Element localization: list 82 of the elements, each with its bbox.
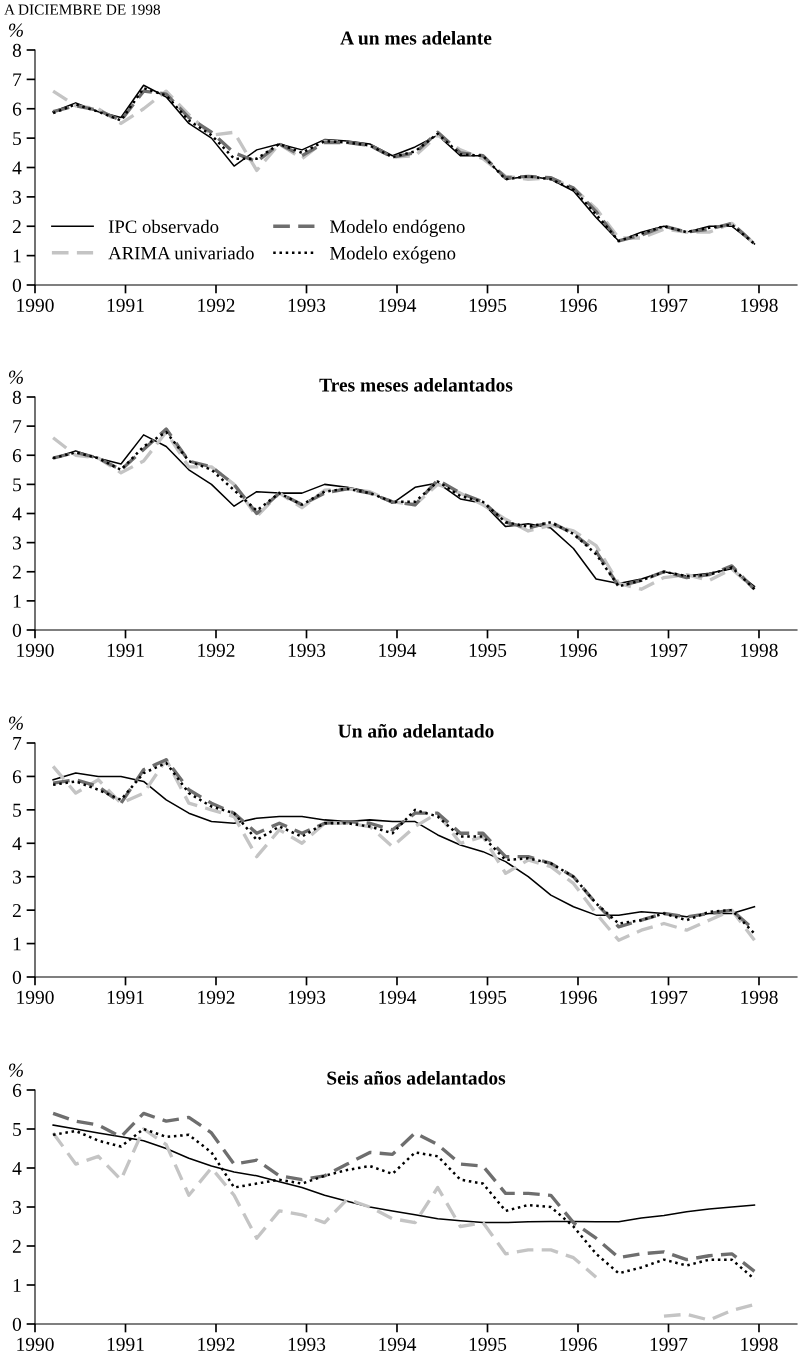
y-tick-label: 0 xyxy=(12,1317,22,1331)
x-tick-label: 1990 xyxy=(17,643,54,657)
text: A DICIEMBRE DE 1998 xyxy=(4,4,161,15)
y-tick-label: 0 xyxy=(12,970,22,984)
x-tick-label: 1995 xyxy=(469,990,507,1004)
x-tick-label: 1992 xyxy=(198,298,235,312)
y-axis-title: % xyxy=(8,23,23,37)
x-tick-label: 1993 xyxy=(288,643,326,657)
x-tick-label: 1997 xyxy=(650,1337,688,1351)
x-tick-label: 1997 xyxy=(650,643,688,657)
y-tick-label: 2 xyxy=(12,1239,21,1253)
y-tick-label: 5 xyxy=(13,1123,22,1136)
y-tick-label: 5 xyxy=(13,478,22,492)
x-tick-label: 1993 xyxy=(288,1337,326,1351)
y-tick-label: 3 xyxy=(13,870,22,884)
y-tick-label: 1 xyxy=(13,594,21,608)
x-tick-label: 1992 xyxy=(198,990,235,1004)
y-axis-title: % xyxy=(8,370,23,384)
x-tick-label: 1996 xyxy=(560,643,597,657)
y-tick-label: 2 xyxy=(12,565,21,579)
y-tick-label: 6 xyxy=(12,449,22,463)
x-tick-label: 1996 xyxy=(560,298,597,312)
y-tick-label: 4 xyxy=(12,161,22,175)
x-tick-label: 1995 xyxy=(469,298,507,312)
x-tick-label: 1991 xyxy=(107,298,144,312)
y-tick-label: 8 xyxy=(12,390,22,404)
x-tick-label: 1990 xyxy=(17,990,54,1004)
y-tick-label: 1 xyxy=(13,249,21,263)
y-tick-label: 6 xyxy=(12,770,22,784)
chart-title: Tres meses adelantados xyxy=(319,377,513,392)
x-tick-label: 1997 xyxy=(650,298,688,312)
y-tick-label: 1 xyxy=(13,937,21,951)
y-tick-label: 2 xyxy=(12,904,21,917)
x-tick-label: 1991 xyxy=(107,990,144,1004)
y-axis-title: % xyxy=(8,1063,23,1077)
x-tick-label: 1998 xyxy=(741,1337,778,1351)
y-tick-label: 4 xyxy=(12,1161,22,1175)
x-tick-label: 1998 xyxy=(741,990,778,1004)
x-tick-label: 1996 xyxy=(560,1337,597,1351)
x-tick-label: 1991 xyxy=(107,1337,144,1351)
y-tick-label: 3 xyxy=(13,190,22,204)
y-axis-title: % xyxy=(8,716,23,730)
x-tick-label: 1990 xyxy=(17,1337,54,1351)
legend-label: ARIMA univariado xyxy=(108,246,254,260)
y-tick-label: 5 xyxy=(13,803,22,817)
x-tick-label: 1998 xyxy=(741,298,778,312)
x-tick-label: 1994 xyxy=(379,298,417,312)
legend-label: Modelo exógeno xyxy=(330,246,456,264)
y-tick-label: 4 xyxy=(12,507,22,521)
legend-label: IPC observado xyxy=(108,219,219,234)
x-tick-label: 1993 xyxy=(288,298,326,312)
x-tick-label: 1995 xyxy=(469,1337,507,1351)
chart-title: Seis años adelantados xyxy=(327,1070,506,1085)
chart-title: A un mes adelante xyxy=(340,30,492,45)
legend-label: Modelo endógeno xyxy=(330,219,465,237)
y-tick-label: 6 xyxy=(12,102,22,116)
y-tick-label: 5 xyxy=(13,132,22,146)
x-tick-label: 1990 xyxy=(17,298,54,312)
x-tick-label: 1994 xyxy=(379,643,417,657)
y-tick-label: 3 xyxy=(13,536,22,550)
x-tick-label: 1992 xyxy=(198,643,235,657)
y-tick-label: 2 xyxy=(12,220,21,233)
y-tick-label: 7 xyxy=(13,737,22,750)
y-tick-label: 4 xyxy=(12,837,22,851)
x-tick-label: 1995 xyxy=(469,643,507,657)
x-tick-label: 1994 xyxy=(379,1337,417,1351)
y-tick-label: 7 xyxy=(13,73,22,87)
x-tick-label: 1997 xyxy=(650,990,688,1004)
x-tick-label: 1991 xyxy=(107,643,144,657)
y-tick-label: 6 xyxy=(12,1083,22,1097)
y-tick-label: 7 xyxy=(13,420,22,433)
x-tick-label: 1994 xyxy=(379,990,417,1004)
chart-title: Un año adelantado xyxy=(338,723,494,738)
x-tick-label: 1993 xyxy=(288,990,326,1004)
y-tick-label: 0 xyxy=(12,278,22,292)
x-tick-label: 1996 xyxy=(560,990,597,1004)
x-tick-label: 1992 xyxy=(198,1337,235,1351)
y-tick-label: 0 xyxy=(12,623,22,637)
y-tick-label: 1 xyxy=(13,1278,21,1292)
y-tick-label: 8 xyxy=(12,43,22,57)
x-tick-label: 1998 xyxy=(741,643,778,657)
y-tick-label: 3 xyxy=(13,1200,22,1214)
